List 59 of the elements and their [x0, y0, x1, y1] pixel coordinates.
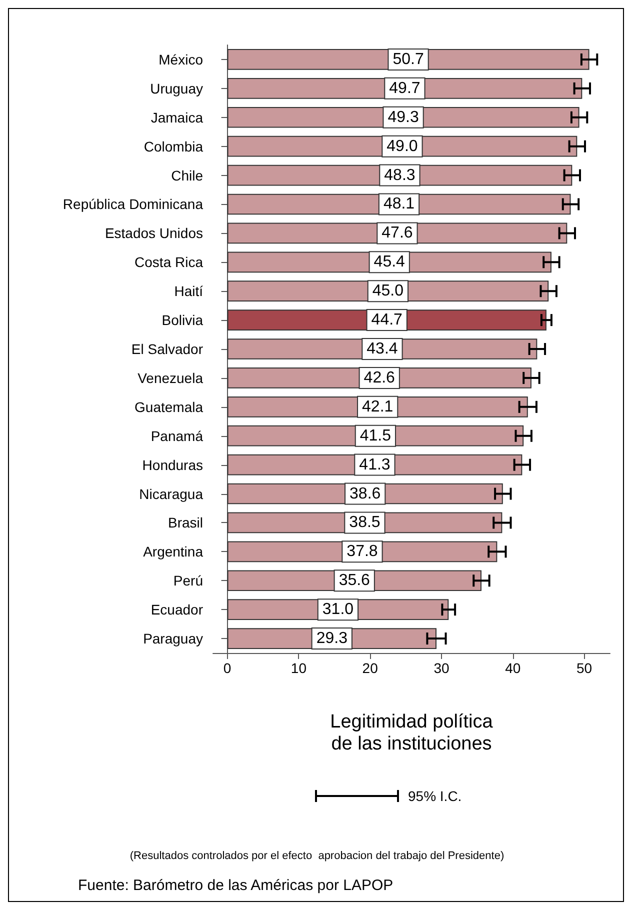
y-tick-label: Brasil	[168, 514, 203, 531]
data-label: 38.5	[349, 514, 380, 532]
x-tick-label: 0	[223, 660, 232, 676]
data-label: 41.5	[360, 427, 392, 444]
x-tick-label: 20	[362, 660, 378, 676]
data-label: 42.6	[364, 369, 396, 386]
data-label: 38.6	[350, 485, 381, 502]
y-tick-label: Nicaragua	[139, 486, 204, 502]
data-label: 47.6	[382, 224, 413, 242]
data-label: 44.7	[371, 312, 403, 329]
bar	[227, 222, 568, 244]
bar	[227, 194, 571, 215]
data-label: 49.0	[386, 138, 418, 155]
text: (Resultados controlados por el efecto aprobacion del trabajo del Presidente)	[128, 850, 506, 862]
data-label: 42.1	[362, 398, 394, 416]
data-label: 31.0	[322, 601, 354, 618]
y-tick-label: Guatemala	[134, 398, 204, 415]
y-tick-label: Paraguay	[143, 630, 203, 647]
y-tick-label: Ecuador	[150, 602, 204, 618]
data-label: 50.7	[392, 50, 424, 68]
y-tick-label: Perú	[173, 572, 203, 589]
y-tick-label: Honduras	[142, 456, 203, 473]
y-tick-label: Uruguay	[150, 80, 203, 96]
data-label: 45.4	[374, 254, 406, 271]
data-label: 48.1	[383, 196, 415, 213]
data-label: 49.3	[388, 108, 419, 126]
y-tick-label: México	[158, 51, 204, 68]
y-tick-label: Chile	[171, 167, 204, 184]
data-label: 29.3	[316, 630, 348, 648]
data-label: 48.3	[384, 166, 416, 184]
bar	[227, 136, 578, 157]
y-tick-label: Venezuela	[138, 370, 204, 386]
data-label: 41.3	[359, 456, 390, 474]
y-tick-label: Colombia	[144, 138, 204, 154]
data-label: 49.7	[389, 80, 420, 97]
data-label: 37.8	[346, 543, 378, 560]
x-tick-label: 10	[290, 660, 307, 676]
x-tick-label: 50	[576, 660, 592, 676]
text: 95% I.C.	[408, 788, 462, 804]
data-label: 43.4	[366, 340, 398, 358]
bar	[227, 164, 572, 186]
source-note: Fuente: Barómetro de las Américas por LAPOP	[78, 877, 394, 894]
y-tick-label: Argentina	[143, 544, 204, 560]
y-tick-label: República Dominicana	[62, 196, 204, 212]
y-tick-label: Bolivia	[162, 312, 204, 328]
data-label: 35.6	[338, 572, 370, 590]
bar	[227, 78, 582, 99]
y-tick-label: Panamá	[150, 428, 204, 444]
x-tick-label: 40	[505, 660, 521, 676]
y-tick-label: Haití	[174, 283, 204, 300]
bar	[227, 49, 590, 70]
x-axis-title: Legitimidad política de las instituciones	[330, 712, 494, 754]
x-tick-label: 30	[434, 660, 450, 676]
data-label: 45.0	[372, 282, 404, 300]
y-tick-label: Jamaica	[150, 109, 204, 126]
y-tick-label: Costa Rica	[134, 254, 204, 270]
y-tick-label: El Salvador	[131, 341, 204, 357]
y-tick-label: Estados Unidos	[104, 225, 203, 242]
bar	[227, 106, 580, 128]
